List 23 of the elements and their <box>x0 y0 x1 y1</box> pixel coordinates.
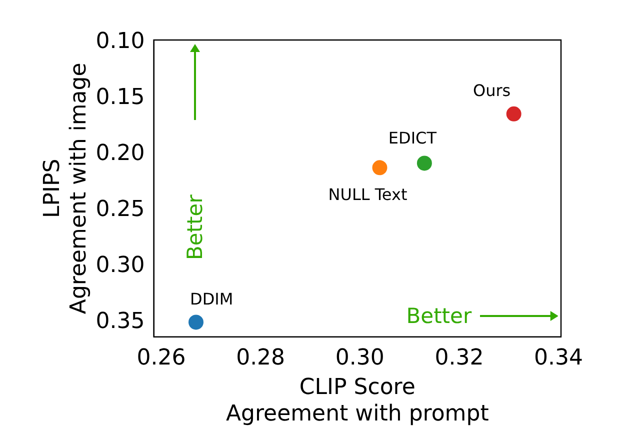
y-tick-label: 0.25 <box>96 196 145 222</box>
x-axis-title: CLIP Score Agreement with prompt <box>226 375 490 427</box>
point <box>506 106 522 122</box>
point <box>416 156 432 171</box>
x-tick-label: 0.34 <box>534 346 584 371</box>
point <box>372 160 388 176</box>
y-tick-label: 0.20 <box>96 140 145 166</box>
series-label: NULL Text <box>328 184 408 204</box>
y-axis-title: LPIPS Agreement with image <box>40 62 92 314</box>
y-tick-label: 0.10 <box>96 28 145 54</box>
annotation: Better <box>182 194 206 260</box>
x-tick-label: 0.26 <box>136 346 186 371</box>
series-label: Ours <box>472 81 511 100</box>
point <box>188 314 204 330</box>
y-tick-label: 0.30 <box>96 252 145 278</box>
x-tick-label: 0.32 <box>434 346 484 371</box>
y-tick-label: 0.15 <box>96 84 145 110</box>
annotation: Better <box>406 304 472 328</box>
y-tick-label: 0.35 <box>96 308 145 334</box>
series-label: EDICT <box>388 128 437 148</box>
x-tick-label: 0.28 <box>236 346 286 371</box>
x-tick-label: 0.30 <box>335 346 384 371</box>
series-label: DDIM <box>190 289 234 308</box>
